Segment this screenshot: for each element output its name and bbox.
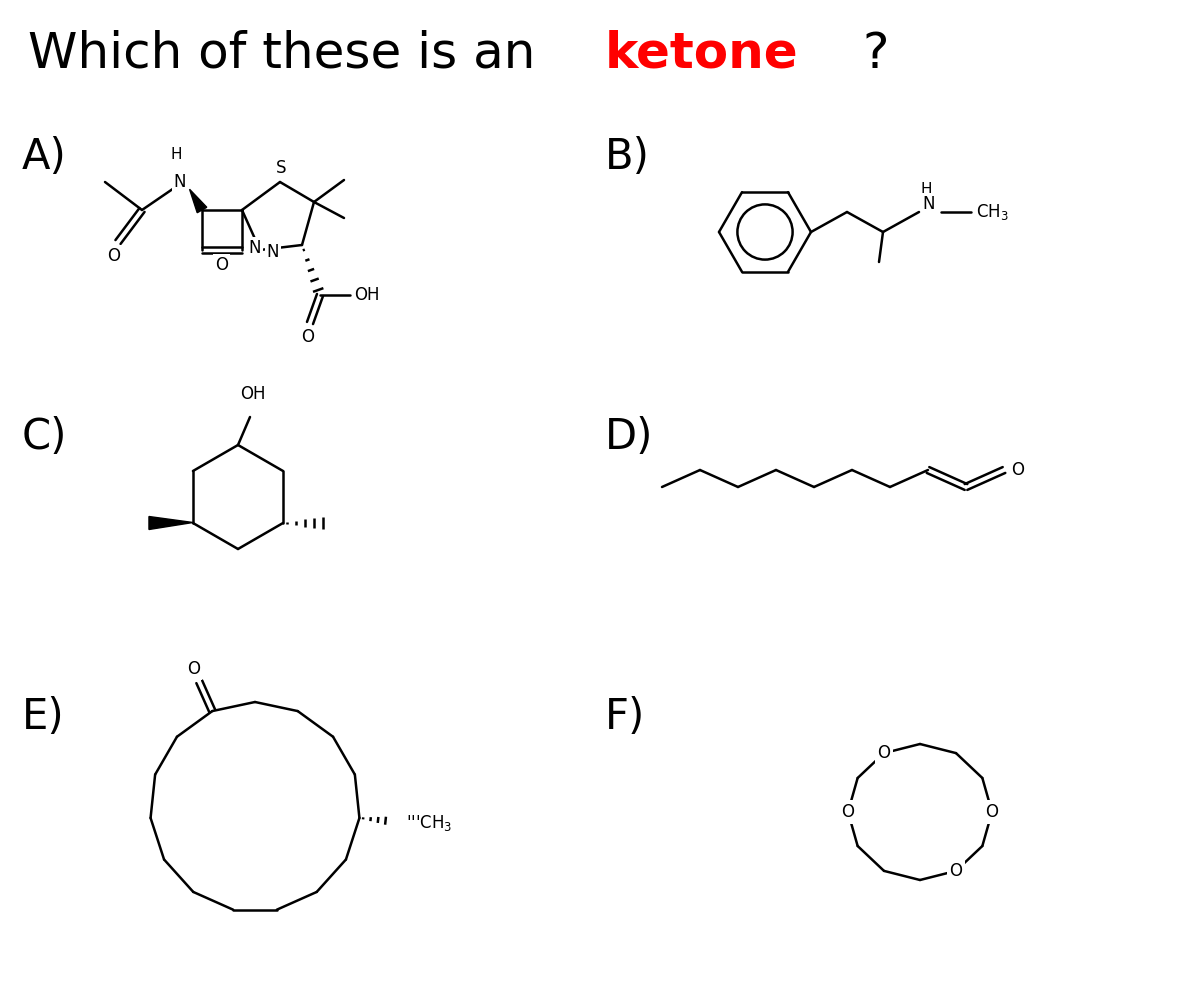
Text: C): C) bbox=[22, 416, 67, 458]
Text: O: O bbox=[187, 660, 200, 678]
Text: OH: OH bbox=[354, 286, 379, 304]
Text: A): A) bbox=[22, 136, 67, 178]
Text: N: N bbox=[174, 173, 186, 191]
Text: O: O bbox=[1012, 461, 1025, 479]
Text: H: H bbox=[170, 148, 181, 163]
Text: O: O bbox=[985, 803, 998, 821]
Text: O: O bbox=[841, 803, 854, 821]
Text: '''CH$_3$: '''CH$_3$ bbox=[406, 812, 452, 832]
Text: N: N bbox=[923, 195, 935, 213]
Text: N: N bbox=[266, 243, 280, 261]
Text: O: O bbox=[301, 328, 314, 346]
Polygon shape bbox=[190, 189, 206, 212]
Text: O: O bbox=[216, 256, 228, 274]
Text: ?: ? bbox=[862, 30, 888, 78]
Polygon shape bbox=[149, 517, 193, 530]
Text: F): F) bbox=[605, 696, 646, 738]
Text: OH: OH bbox=[240, 385, 265, 403]
Text: O: O bbox=[949, 862, 962, 880]
Text: CH$_3$: CH$_3$ bbox=[976, 202, 1009, 222]
Text: O: O bbox=[877, 744, 890, 762]
Text: B): B) bbox=[605, 136, 650, 178]
Text: Which of these is an: Which of these is an bbox=[28, 30, 551, 78]
Text: E): E) bbox=[22, 696, 65, 738]
Text: S: S bbox=[276, 159, 287, 177]
Text: H: H bbox=[920, 183, 931, 197]
Text: N: N bbox=[248, 239, 262, 257]
Text: D): D) bbox=[605, 416, 653, 458]
Text: O: O bbox=[108, 247, 120, 265]
Text: ketone: ketone bbox=[605, 30, 799, 78]
